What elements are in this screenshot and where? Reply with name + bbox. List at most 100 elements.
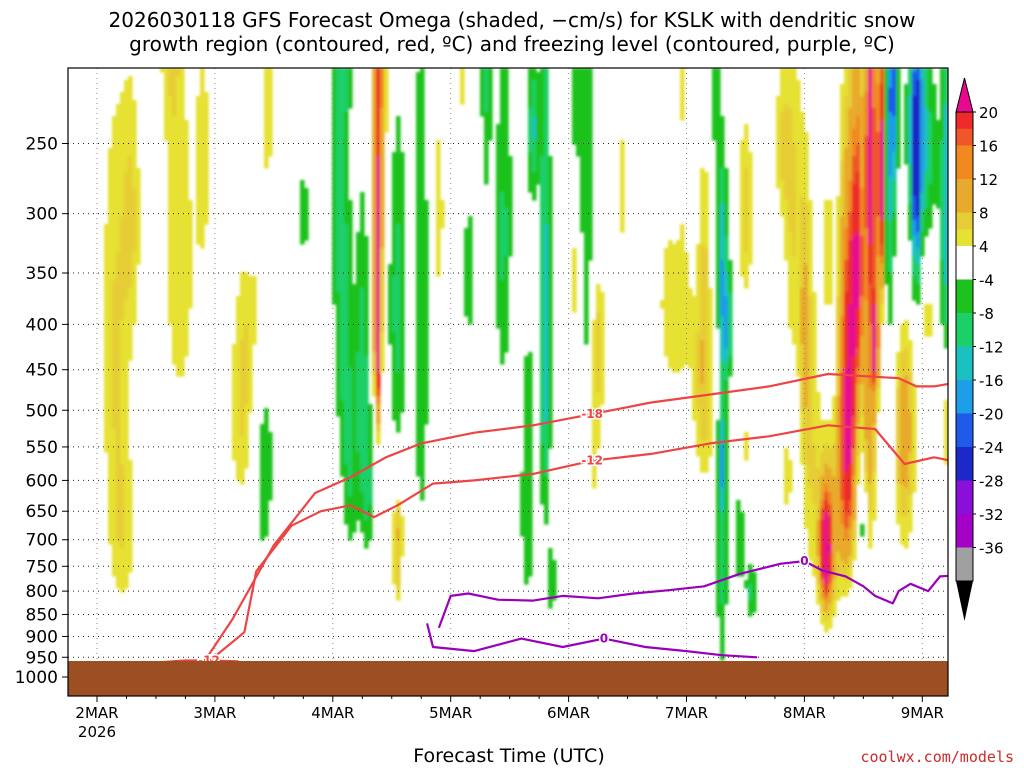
omega-cell — [232, 388, 237, 393]
omega-cell — [416, 228, 421, 233]
omega-cell — [332, 68, 337, 73]
omega-cell — [300, 180, 305, 185]
omega-cell — [112, 456, 117, 461]
omega-cell — [396, 320, 401, 325]
omega-cell — [468, 296, 473, 301]
omega-cell — [524, 356, 529, 361]
omega-cell — [376, 184, 381, 189]
omega-cell — [548, 348, 553, 353]
omega-cell — [112, 352, 117, 357]
omega-cell — [348, 280, 353, 285]
omega-cell — [112, 428, 117, 433]
omega-cell — [392, 352, 397, 357]
omega-cell — [392, 264, 397, 269]
omega-cell — [572, 104, 577, 109]
omega-cell — [108, 340, 113, 345]
omega-cell — [260, 436, 265, 441]
omega-cell — [400, 280, 405, 285]
omega-cell — [580, 100, 585, 105]
omega-cell — [352, 384, 357, 389]
omega-cell — [696, 272, 701, 277]
omega-cell — [500, 280, 505, 285]
omega-cell — [396, 208, 401, 213]
omega-cell — [128, 92, 133, 97]
omega-cell — [376, 392, 381, 397]
omega-cell — [540, 196, 545, 201]
omega-cell — [376, 396, 381, 401]
omega-cell — [112, 316, 117, 321]
omega-cell — [344, 436, 349, 441]
omega-cell — [528, 456, 533, 461]
omega-cell — [112, 492, 117, 497]
omega-cell — [136, 200, 141, 205]
omega-cell — [352, 396, 357, 401]
omega-cell — [484, 156, 489, 161]
omega-cell — [172, 256, 177, 261]
omega-cell — [520, 516, 525, 521]
omega-cell — [392, 308, 397, 313]
omega-cell — [372, 172, 377, 177]
omega-cell — [188, 280, 193, 285]
omega-cell — [116, 472, 121, 477]
omega-cell — [508, 212, 513, 217]
omega-cell — [384, 108, 389, 113]
omega-cell — [696, 384, 701, 389]
omega-cell — [128, 120, 133, 125]
omega-cell — [500, 168, 505, 173]
omega-cell — [548, 360, 553, 365]
omega-cell — [348, 252, 353, 257]
omega-cell — [488, 104, 493, 109]
omega-cell — [376, 400, 381, 405]
omega-cell — [124, 432, 129, 437]
omega-cell — [680, 272, 685, 277]
omega-cell — [264, 416, 269, 421]
omega-cell — [600, 376, 605, 381]
omega-cell — [248, 280, 253, 285]
omega-cell — [128, 332, 133, 337]
omega-cell — [108, 376, 113, 381]
omega-cell — [500, 104, 505, 109]
omega-cell — [396, 376, 401, 381]
omega-cell — [344, 224, 349, 229]
omega-cell — [504, 176, 509, 181]
omega-cell — [592, 420, 597, 425]
omega-cell — [436, 172, 441, 177]
omega-cell — [548, 584, 553, 589]
omega-cell — [240, 284, 245, 289]
omega-cell — [548, 284, 553, 289]
omega-cell — [124, 104, 129, 109]
omega-cell — [544, 180, 549, 185]
omega-cell — [376, 420, 381, 425]
omega-cell — [332, 88, 337, 93]
omega-cell — [548, 304, 553, 309]
omega-cell — [360, 448, 365, 453]
omega-cell — [188, 304, 193, 309]
omega-cell — [348, 264, 353, 269]
omega-cell — [120, 568, 125, 573]
omega-cell — [196, 160, 201, 165]
omega-cell — [528, 360, 533, 365]
omega-cell — [540, 484, 545, 489]
omega-cell — [108, 404, 113, 409]
omega-cell — [376, 368, 381, 373]
omega-cell — [372, 160, 377, 165]
omega-cell — [420, 384, 425, 389]
omega-cell — [108, 296, 113, 301]
omega-cell — [676, 348, 681, 353]
omega-cell — [700, 288, 705, 293]
omega-cell — [360, 380, 365, 385]
omega-cell — [180, 320, 185, 325]
omega-cell — [420, 460, 425, 465]
omega-cell — [500, 212, 505, 217]
omega-cell — [172, 140, 177, 145]
omega-cell — [120, 372, 125, 377]
omega-cell — [124, 212, 129, 217]
omega-cell — [132, 100, 137, 105]
omega-cell — [528, 524, 533, 529]
omega-cell — [116, 448, 121, 453]
omega-cell — [116, 444, 121, 449]
omega-cell — [344, 248, 349, 253]
omega-cell — [420, 324, 425, 329]
omega-cell — [500, 164, 505, 169]
omega-cell — [540, 368, 545, 373]
